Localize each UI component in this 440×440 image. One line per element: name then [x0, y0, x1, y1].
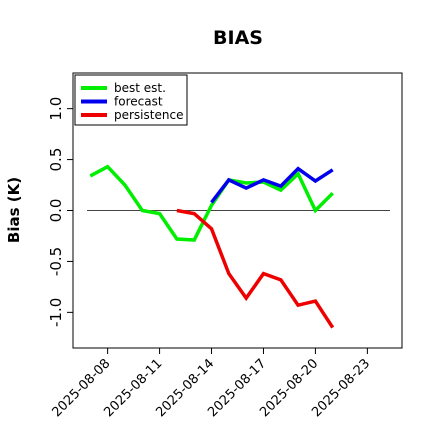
series-line-best-est	[89, 164, 334, 242]
y-tick-label: 1.0	[47, 97, 65, 121]
legend-label: persistence	[114, 108, 183, 122]
y-tick-label: 0.0	[47, 199, 65, 223]
y-tick-label: -1.0	[47, 298, 65, 327]
y-axis-label: Bias (K)	[5, 177, 23, 243]
y-tick-label: -0.5	[47, 247, 65, 276]
chart-title: BIAS	[213, 27, 263, 49]
legend-label: forecast	[114, 95, 163, 109]
series-line-forecast	[210, 166, 334, 204]
legend-label: best est.	[114, 81, 166, 95]
series-line-persistence	[176, 208, 335, 329]
y-tick-label: 0.5	[47, 148, 65, 172]
